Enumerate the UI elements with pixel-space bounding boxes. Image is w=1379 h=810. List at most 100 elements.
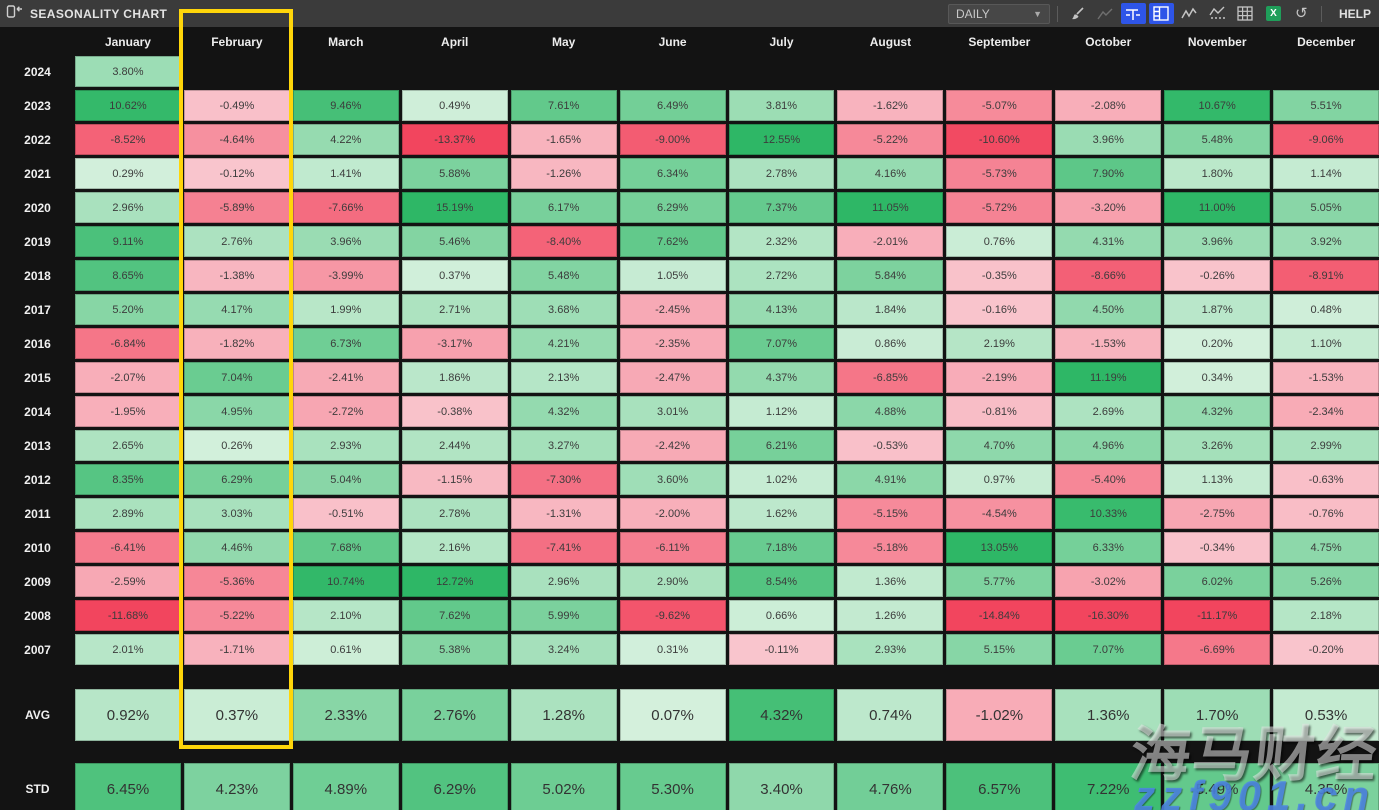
help-button[interactable]: HELP: [1338, 6, 1371, 21]
heatmap-cell: 0.37%: [183, 689, 290, 741]
heatmap-cell: -2.42%: [619, 430, 726, 461]
row-label: 2008: [24, 608, 51, 623]
heatmap-cell: 5.46%: [401, 226, 508, 257]
heatmap-cell: -3.17%: [401, 328, 508, 359]
heatmap-cell: -0.38%: [401, 396, 508, 427]
heatmap-cell: [511, 56, 617, 87]
heatmap-cell: -4.54%: [946, 498, 1053, 529]
heatmap-cell: 9.11%: [75, 226, 181, 257]
heatmap-cell: 1.14%: [1273, 158, 1379, 189]
heatmap-cell: -2.01%: [837, 226, 944, 257]
table-row: 2018 8.65% -1.38% -3.99% 0.37% 5.48% 1.05% 2.72…: [0, 260, 1379, 291]
heatmap-cell: -2.34%: [1273, 396, 1379, 427]
column-header-month[interactable]: January: [104, 34, 151, 49]
column-header-month[interactable]: July: [769, 34, 794, 49]
column-header-month[interactable]: August: [869, 34, 912, 49]
row-label: 2014: [24, 404, 51, 419]
trend-line-icon[interactable]: [1093, 3, 1118, 24]
heatmap-cell: 7.07%: [1055, 634, 1162, 665]
column-header-month[interactable]: February: [211, 34, 263, 49]
row-label: 2020: [24, 200, 51, 215]
layout-grid-icon[interactable]: [1148, 3, 1174, 24]
heatmap-cell: -1.65%: [510, 124, 617, 155]
column-header-month[interactable]: June: [658, 34, 687, 49]
heatmap-cell: 8.65%: [75, 260, 181, 291]
heatmap-cell: 11.05%: [837, 192, 944, 223]
heatmap-cell: 0.49%: [401, 90, 508, 121]
heatmap-cell: 0.48%: [1273, 294, 1379, 325]
heatmap-cell: [1164, 56, 1270, 87]
row-label: 2017: [24, 302, 51, 317]
axis-scale-icon[interactable]: [1120, 3, 1146, 24]
heatmap-cell: 9.46%: [292, 90, 399, 121]
heatmap-cell: 0.86%: [837, 328, 944, 359]
brush-icon[interactable]: [1065, 3, 1090, 24]
heatmap-cell: -0.11%: [728, 634, 835, 665]
heatmap-cell: 3.68%: [510, 294, 617, 325]
row-label: 2007: [24, 642, 51, 657]
excel-glyph: X: [1265, 6, 1281, 21]
heatmap-cell: 3.27%: [510, 430, 617, 461]
heatmap-cell: -2.08%: [1055, 90, 1162, 121]
heatmap-cell: -7.30%: [510, 464, 617, 495]
heatmap-cell: 4.89%: [292, 763, 399, 810]
row-label: 2013: [24, 438, 51, 453]
column-header-month[interactable]: December: [1297, 34, 1356, 49]
heatmap-cell: 1.86%: [401, 362, 508, 393]
excel-export-icon[interactable]: X: [1261, 3, 1286, 24]
column-header-month[interactable]: October: [1085, 34, 1132, 49]
table-icon[interactable]: [1233, 3, 1258, 24]
heatmap-cell: 7.62%: [401, 600, 508, 631]
heatmap-cell: 8.54%: [728, 566, 835, 597]
heatmap-cell: 5.26%: [1273, 566, 1379, 597]
heatmap-cell: -5.07%: [946, 90, 1053, 121]
heatmap-cell: 1.84%: [837, 294, 944, 325]
heatmap-cell: 5.51%: [1273, 90, 1379, 121]
heatmap-cell: -3.99%: [292, 260, 399, 291]
seasonality-table: January February March April May June July Augu…: [0, 27, 1379, 810]
forecast-chart-icon[interactable]: [1205, 3, 1230, 24]
heatmap-cell: 7.62%: [619, 226, 726, 257]
heatmap-cell: 5.84%: [837, 260, 944, 291]
undo-icon[interactable]: ↻: [1295, 5, 1308, 22]
heatmap-cell: 2.65%: [75, 430, 181, 461]
heatmap-cell: -2.19%: [946, 362, 1053, 393]
heatmap-cell: 2.96%: [75, 192, 181, 223]
toolbar-divider: [1320, 5, 1322, 22]
heatmap-cell: 5.02%: [510, 763, 617, 810]
heatmap-cell: -8.52%: [75, 124, 181, 155]
column-header-month[interactable]: April: [441, 34, 469, 49]
heatmap-cell: 2.90%: [619, 566, 726, 597]
heatmap-cell: [837, 56, 943, 87]
heatmap-cell: 4.46%: [183, 532, 290, 563]
heatmap-cell: 2.10%: [292, 600, 399, 631]
column-header-month[interactable]: March: [328, 34, 364, 49]
heatmap-cell: 2.99%: [1273, 430, 1379, 461]
heatmap-cell: -3.20%: [1055, 192, 1162, 223]
heatmap-cell: 8.35%: [75, 464, 181, 495]
top-bar: SEASONALITY CHART DAILY ▼ X: [0, 0, 1379, 27]
column-header-month[interactable]: November: [1187, 34, 1247, 49]
heatmap-cell: 3.96%: [1055, 124, 1162, 155]
column-header-month[interactable]: May: [551, 34, 576, 49]
heatmap-cell: 1.28%: [510, 689, 617, 741]
heatmap-cell: 4.95%: [183, 396, 290, 427]
heatmap-cell: [184, 56, 290, 87]
heatmap-cell: 6.33%: [1055, 532, 1162, 563]
heatmap-cell: 3.26%: [1164, 430, 1271, 461]
heatmap-cell: -1.53%: [1273, 362, 1379, 393]
heatmap-cell: 0.74%: [837, 689, 944, 741]
timeframe-select[interactable]: DAILY ▼: [947, 3, 1050, 24]
heatmap-cell: -5.40%: [1055, 464, 1162, 495]
row-label: STD: [25, 782, 50, 796]
heatmap-cell: -11.17%: [1164, 600, 1271, 631]
line-chart-icon[interactable]: [1177, 3, 1202, 24]
heatmap-cell: 2.96%: [510, 566, 617, 597]
row-label: 2018: [24, 268, 51, 283]
heatmap-cell: 4.13%: [728, 294, 835, 325]
table-row: 2009 -2.59% -5.36% 10.74% 12.72% 2.96% 2.90% 8.…: [0, 566, 1379, 597]
heatmap-cell: 2.19%: [946, 328, 1053, 359]
collapse-panel-icon[interactable]: [6, 4, 23, 24]
heatmap-cell: 0.53%: [1273, 689, 1379, 741]
column-header-month[interactable]: September: [968, 34, 1031, 49]
